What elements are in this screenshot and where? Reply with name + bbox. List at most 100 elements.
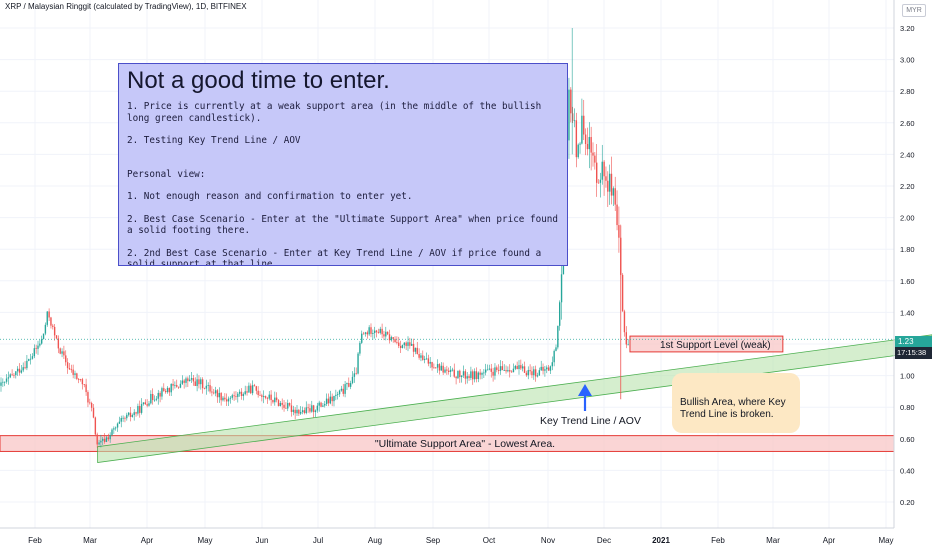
- y-tick-label: 2.00: [900, 214, 915, 223]
- candle-body: [281, 402, 283, 405]
- candle-body: [390, 337, 393, 341]
- x-tick-label: Jul: [313, 536, 323, 545]
- candle-body: [59, 348, 61, 354]
- candle-body: [111, 429, 113, 435]
- candle-body: [227, 398, 230, 402]
- candle-body: [68, 368, 71, 370]
- candle-body: [214, 390, 217, 394]
- y-tick-label: 3.20: [900, 24, 915, 33]
- candle-body: [488, 368, 491, 370]
- candle-body: [324, 404, 326, 406]
- candle-body: [435, 367, 437, 369]
- candle-body: [472, 371, 474, 380]
- candle-body: [146, 404, 148, 406]
- candle-body: [235, 396, 237, 398]
- candle-body: [475, 371, 478, 380]
- candle-body: [608, 173, 611, 192]
- candle-body: [48, 311, 50, 318]
- candle-body: [473, 371, 476, 380]
- candle-body: [546, 367, 548, 370]
- candle-body: [486, 369, 489, 371]
- y-tick-label: 1.00: [900, 372, 915, 381]
- analysis-point: 2. Testing Key Trend Line / AOV: [127, 135, 301, 146]
- candle-body: [398, 342, 400, 346]
- candle-body: [255, 386, 257, 391]
- candle-body: [41, 339, 43, 344]
- candle-body: [113, 428, 115, 430]
- candle-body: [226, 399, 228, 402]
- y-tick-label: 0.60: [900, 435, 915, 444]
- candle-body: [244, 391, 246, 395]
- candle-body: [372, 332, 374, 334]
- candle-body: [525, 372, 528, 376]
- y-tick-label: 1.60: [900, 277, 915, 286]
- candle-body: [65, 355, 67, 363]
- candle-body: [248, 385, 250, 393]
- candle-body: [549, 366, 552, 371]
- candle-body: [351, 376, 354, 384]
- candle-body: [288, 403, 291, 406]
- candle-body: [157, 392, 159, 399]
- candle-body: [346, 383, 348, 385]
- candle-body: [90, 403, 93, 408]
- y-tick-label: 2.80: [900, 87, 915, 96]
- candle-body: [481, 373, 483, 375]
- candle-body: [187, 378, 189, 382]
- candle-body: [396, 341, 398, 343]
- candle-body: [418, 354, 420, 358]
- candle-body: [625, 332, 627, 345]
- candle-body: [229, 397, 232, 399]
- candle-body: [464, 371, 467, 379]
- candle-body: [233, 395, 235, 397]
- candle-body: [379, 328, 381, 333]
- analysis-point: 1. Price is currently at a weak support …: [127, 101, 542, 124]
- candle-body: [200, 379, 202, 385]
- candle-body: [78, 378, 80, 380]
- candle-body: [301, 410, 304, 413]
- candle-body: [296, 409, 298, 414]
- candle-body: [292, 409, 294, 412]
- candle-body: [74, 373, 76, 375]
- candle-body: [126, 414, 128, 419]
- candle-body: [583, 115, 585, 135]
- candle-body: [183, 380, 185, 383]
- candle-body: [261, 395, 263, 397]
- candle-body: [52, 325, 54, 327]
- candle-body: [597, 182, 600, 184]
- candle-body: [185, 378, 187, 383]
- candle-body: [209, 385, 211, 392]
- candle-body: [72, 369, 74, 375]
- candle-body: [161, 388, 163, 397]
- candle-body: [318, 402, 320, 406]
- currency-badge[interactable]: MYR: [902, 4, 926, 17]
- y-tick-label: 1.40: [900, 308, 915, 317]
- candle-body: [224, 397, 226, 400]
- x-tick-label: Apr: [141, 536, 154, 545]
- candle-body: [53, 326, 56, 336]
- x-tick-label: Mar: [766, 536, 780, 545]
- candle-body: [253, 385, 256, 387]
- candle-body: [621, 274, 624, 312]
- candle-body: [362, 333, 365, 335]
- candle-body: [449, 369, 452, 372]
- candle-body: [325, 398, 328, 405]
- candle-body: [155, 398, 158, 400]
- x-tick-label: May: [197, 536, 212, 545]
- symbol-title: XRP / Malaysian Ringgit (calculated by T…: [5, 2, 247, 11]
- candle-body: [359, 342, 361, 354]
- candle-body: [399, 345, 402, 349]
- candle-body: [499, 366, 502, 371]
- candle-body: [616, 204, 618, 226]
- candle-body: [251, 385, 254, 394]
- candle-body: [357, 353, 359, 374]
- candle-body: [374, 330, 376, 333]
- candle-body: [300, 412, 302, 414]
- candle-body: [540, 366, 542, 371]
- candle-body: [259, 394, 261, 396]
- candle-body: [207, 385, 209, 386]
- candle-body: [98, 442, 100, 445]
- personal-point: 2. Best Case Scenario - Enter at the "Ul…: [127, 213, 558, 237]
- candle-body: [607, 180, 609, 192]
- candle-body: [176, 384, 178, 387]
- candle-body: [453, 369, 455, 377]
